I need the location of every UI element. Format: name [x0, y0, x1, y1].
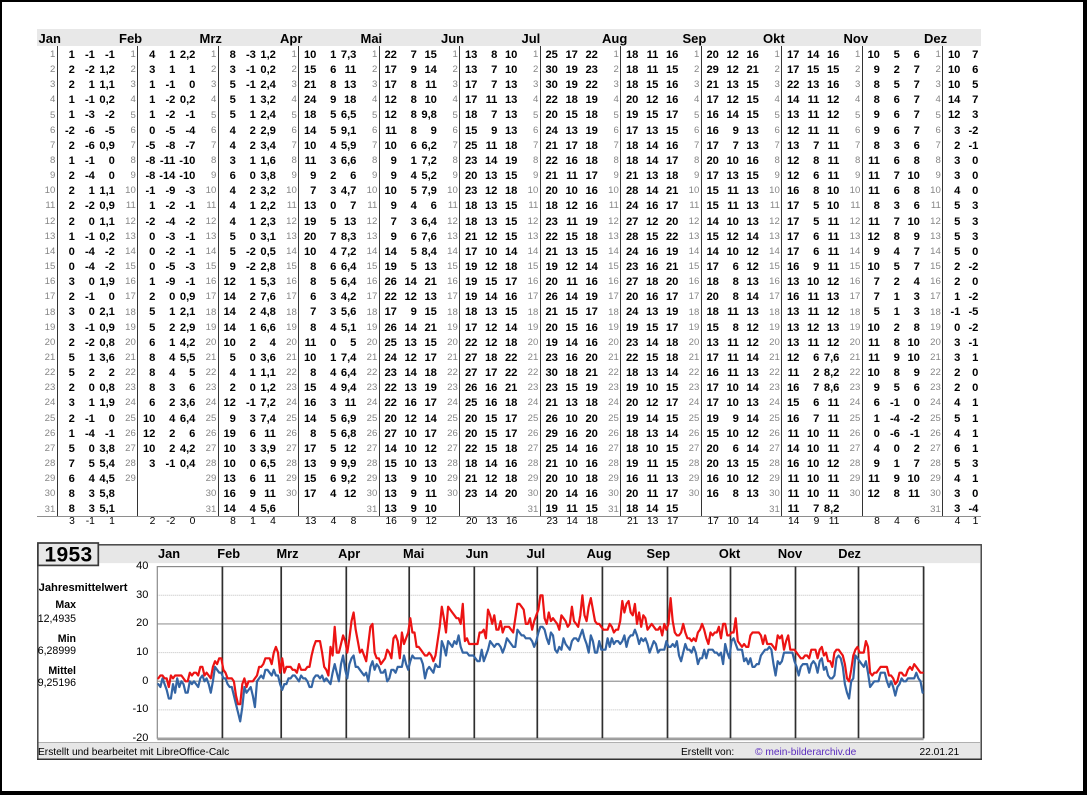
- svg-text:1953: 1953: [45, 543, 93, 566]
